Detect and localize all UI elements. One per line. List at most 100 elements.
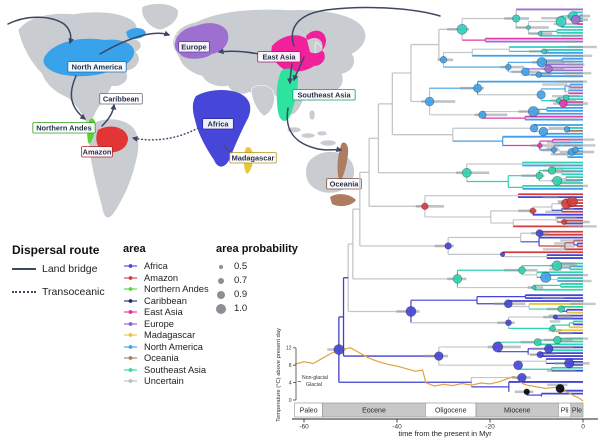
legend-area-title: area	[123, 243, 146, 255]
area-label: Europe	[144, 318, 174, 329]
tip-error-bar	[568, 225, 597, 228]
probability-label: 0.5	[234, 261, 248, 272]
ancestral-area-node	[518, 266, 526, 275]
ancestral-area-node	[478, 110, 487, 119]
ancestral-area-node	[559, 99, 568, 108]
node-error-bar	[550, 179, 581, 183]
ancestral-area-node	[521, 67, 530, 77]
area-label: Africa	[144, 261, 168, 271]
landmass-india	[251, 85, 275, 117]
map-label-box-northern-andes	[32, 122, 96, 134]
legend-area-item-amazon: Amazon	[123, 273, 215, 283]
probability-dot-icon	[217, 290, 225, 299]
tip-error-bar	[565, 40, 576, 43]
ancestral-area-node	[492, 341, 504, 353]
legend-probability-item-0.9: 0.9	[216, 289, 326, 300]
tip-error-bar	[559, 331, 573, 335]
dispersal-map: North America Caribbean Northern Andes Amaz…	[7, 3, 441, 218]
time-tick-label: -60	[299, 424, 309, 431]
area-marker-dot	[128, 321, 133, 326]
area-marker-dot	[128, 310, 133, 314]
map-label-europe: Europe	[181, 43, 206, 52]
area-marker-icon	[124, 367, 137, 372]
ancestral-area-node	[531, 285, 537, 291]
time-axis: Paleo Eocene Oligocene Miocene Pli Ple -60 -40 -…	[292, 402, 598, 438]
landmass-greenland	[141, 3, 179, 31]
area-marker-icon	[124, 333, 137, 337]
ancestral-area-node	[561, 218, 568, 226]
area-label: North America	[144, 341, 203, 352]
legend-area-items: Africa Amazon Northern Andes Caribbean East …	[123, 261, 215, 386]
ancestral-area-node	[541, 48, 547, 55]
node-error-bar	[421, 100, 456, 103]
ancestral-area-node	[523, 388, 531, 396]
ancestral-area-node	[536, 351, 544, 359]
node-error-bar	[531, 347, 554, 351]
ancestral-area-node	[499, 251, 506, 258]
tip-error-bar	[559, 184, 589, 188]
route-africa-to-amazon	[131, 127, 199, 142]
tip-error-bar	[543, 195, 559, 199]
ancestral-area-node	[555, 16, 567, 27]
ancestral-area-node	[513, 360, 523, 371]
tip-error-bar	[565, 337, 589, 340]
map-label-northern-andes: Northern Andes	[36, 124, 92, 133]
tip-error-bar	[558, 273, 589, 277]
temperature-axis: 0 4 8 12 Temperature (°C) above present day N…	[276, 328, 328, 422]
probability-label: 0.7	[234, 275, 248, 286]
map-label-box-north-america	[67, 61, 127, 73]
time-tick-label: -40	[392, 424, 402, 431]
ancestral-area-node	[538, 126, 549, 137]
node-error-bar	[541, 67, 565, 71]
area-marker-dot	[128, 264, 133, 268]
route-east-asia-to-sea-1	[287, 63, 293, 85]
tip-error-bar	[566, 75, 580, 78]
temperature-tick-label: 4	[289, 380, 292, 386]
map-label-east-asia: East Asia	[262, 53, 296, 62]
area-label: Madagascar	[144, 330, 196, 340]
ancestral-area-node	[536, 57, 548, 68]
node-error-bar	[474, 113, 508, 117]
area-marker-icon	[124, 379, 137, 383]
transoceanic-line-icon	[12, 291, 36, 293]
non-glacial-label: Non-glacial	[302, 375, 328, 381]
temperature-tick-label: 8	[289, 363, 292, 369]
legend-dispersal-route: Dispersal route Land bridge Transoceanic	[12, 243, 117, 309]
ancestral-area-node	[553, 335, 562, 345]
ancestral-area-node	[505, 319, 512, 327]
tip-error-bar	[567, 45, 597, 49]
epoch-cell-ple	[570, 402, 584, 418]
landmass-phil	[308, 109, 316, 121]
ancestral-area-node	[540, 271, 552, 283]
ancestral-area-node	[564, 358, 575, 369]
ancestral-area-node	[333, 344, 345, 355]
ancestral-area-node	[572, 146, 579, 154]
ancestral-area-node	[533, 338, 542, 347]
ancestral-area-node	[517, 372, 527, 383]
area-label: Caribbean	[144, 295, 187, 306]
area-marker-dot	[128, 367, 133, 372]
area-label: Amazon	[144, 272, 179, 283]
land-bridge-line-icon	[12, 268, 36, 270]
landmass-indo3	[316, 130, 328, 137]
tip-error-bar	[570, 302, 596, 306]
legend-probability-items: 0.5 0.7 0.9 1.0	[216, 261, 326, 314]
legend-area: area Africa Amazon Northern Andes Caribbean…	[123, 243, 215, 388]
map-label-amazon: Amazon	[83, 148, 112, 157]
ancestral-area-node	[550, 146, 557, 154]
legend-dispersal-title: Dispersal route	[12, 243, 100, 257]
tip-error-bar	[561, 34, 583, 37]
node-error-bar	[515, 26, 549, 29]
ancestral-area-node	[424, 96, 435, 107]
tip-error-bar	[563, 72, 592, 75]
route-north-america-to-andes	[70, 75, 86, 120]
map-label-box-caribbean	[99, 93, 143, 105]
route-sea-to-oceania	[286, 107, 343, 153]
legend-area-item-europe: Europe	[123, 319, 215, 329]
map-label-box-oceania	[326, 178, 362, 190]
legend-probability-item-0.5: 0.5	[216, 261, 326, 272]
map-label-north-america: North America	[72, 63, 124, 72]
tip-error-bar	[542, 83, 568, 86]
legend-area-item-east-asia: East Asia	[123, 307, 215, 317]
tip-error-bar	[559, 245, 575, 248]
